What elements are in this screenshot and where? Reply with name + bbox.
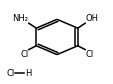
Text: NH₂: NH₂ <box>12 14 28 23</box>
Text: Cl: Cl <box>85 50 93 59</box>
Text: Cl: Cl <box>20 50 28 59</box>
Text: H: H <box>25 69 31 78</box>
Text: OH: OH <box>85 14 98 23</box>
Text: Cl: Cl <box>7 69 15 78</box>
